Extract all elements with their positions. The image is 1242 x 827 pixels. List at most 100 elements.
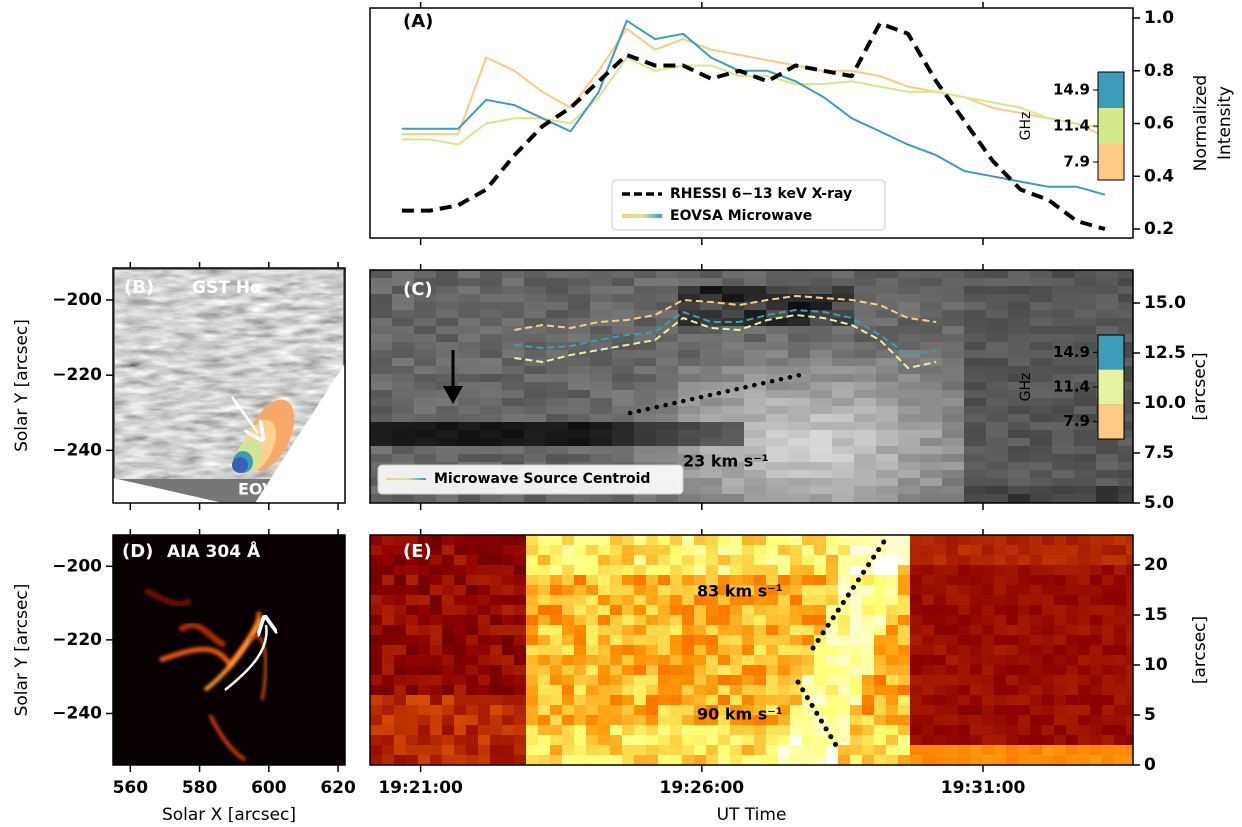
pixel: [730, 645, 742, 655]
pixel: [568, 342, 590, 350]
pixel: [788, 422, 810, 430]
pixel: [1006, 705, 1018, 715]
pixel: [678, 414, 700, 422]
pixel: [436, 406, 458, 414]
pixel: [634, 334, 656, 342]
pixel: [1042, 755, 1054, 765]
pixel: [670, 595, 682, 605]
pixel: [1052, 382, 1074, 390]
pixel: [810, 454, 832, 462]
pixel: [480, 422, 502, 430]
pixel: [546, 454, 568, 462]
pixel: [1078, 705, 1090, 715]
pixel: [538, 595, 550, 605]
pixel: [598, 745, 610, 755]
pixel: [1030, 350, 1052, 358]
pixel: [766, 565, 778, 575]
pixel: [678, 390, 700, 398]
pixel: [562, 625, 574, 635]
pixel: [1074, 310, 1096, 318]
pixel: [1102, 585, 1114, 595]
pixel: [490, 725, 502, 735]
pixel: [1114, 565, 1126, 575]
pixel: [634, 270, 656, 278]
pixel: [920, 350, 942, 358]
pixel: [1018, 645, 1030, 655]
pixel: [876, 478, 898, 486]
pixel: [754, 575, 766, 585]
pixel: [612, 318, 634, 326]
pixel: [454, 755, 466, 765]
x-tick-label: 19:26:00: [660, 778, 745, 798]
pixel: [562, 595, 574, 605]
pixel: [1052, 438, 1074, 446]
pixel: [1052, 294, 1074, 302]
pixel: [814, 705, 826, 715]
pixel: [718, 535, 730, 545]
pixel: [788, 302, 810, 310]
pixel: [1090, 615, 1102, 625]
pixel: [682, 635, 694, 645]
pixel: [682, 535, 694, 545]
pixel: [754, 625, 766, 635]
pixel: [1078, 665, 1090, 675]
pixel: [730, 695, 742, 705]
pixel: [634, 575, 646, 585]
pixel: [1078, 565, 1090, 575]
pixel: [700, 334, 722, 342]
pixel: [670, 695, 682, 705]
pixel: [394, 555, 406, 565]
pixel: [502, 735, 514, 745]
colorbar-band: [1098, 404, 1124, 439]
pixel: [656, 398, 678, 406]
pixel: [394, 725, 406, 735]
pixel: [826, 575, 838, 585]
pixel: [874, 635, 886, 645]
pixel: [490, 715, 502, 725]
pixel: [1008, 438, 1030, 446]
pixel: [790, 725, 802, 735]
pixel: [1126, 585, 1133, 595]
pixel: [934, 565, 946, 575]
pixel: [790, 715, 802, 725]
pixel: [1054, 745, 1066, 755]
pixel: [1066, 685, 1078, 695]
pixel: [436, 278, 458, 286]
pixel: [744, 486, 766, 494]
pixel: [832, 350, 854, 358]
pixel: [502, 446, 524, 454]
pixel: [612, 446, 634, 454]
pixel: [590, 422, 612, 430]
pixel: [538, 665, 550, 675]
pixel: [590, 374, 612, 382]
pixel: [682, 655, 694, 665]
pixel: [994, 645, 1006, 655]
pixel: [754, 615, 766, 625]
pixel: [1030, 270, 1052, 278]
pixel: [382, 635, 394, 645]
pixel: [1118, 486, 1133, 494]
pixel: [1126, 535, 1133, 545]
pixel: [722, 350, 744, 358]
pixel: [898, 302, 920, 310]
pixel: [964, 366, 986, 374]
pixel: [1102, 575, 1114, 585]
pixel: [526, 595, 538, 605]
pixel: [682, 695, 694, 705]
pixel: [1096, 286, 1118, 294]
pixel: [1114, 745, 1126, 755]
pixel: [454, 745, 466, 755]
pixel: [598, 655, 610, 665]
pixel: [678, 286, 700, 294]
pixel: [670, 645, 682, 655]
pixel: [502, 675, 514, 685]
pixel: [502, 318, 524, 326]
pixel: [706, 735, 718, 745]
pixel: [778, 665, 790, 675]
pixel: [406, 575, 418, 585]
pixel: [490, 605, 502, 615]
pixel: [722, 342, 744, 350]
pixel: [942, 302, 964, 310]
pixel: [562, 545, 574, 555]
pixel: [478, 635, 490, 645]
